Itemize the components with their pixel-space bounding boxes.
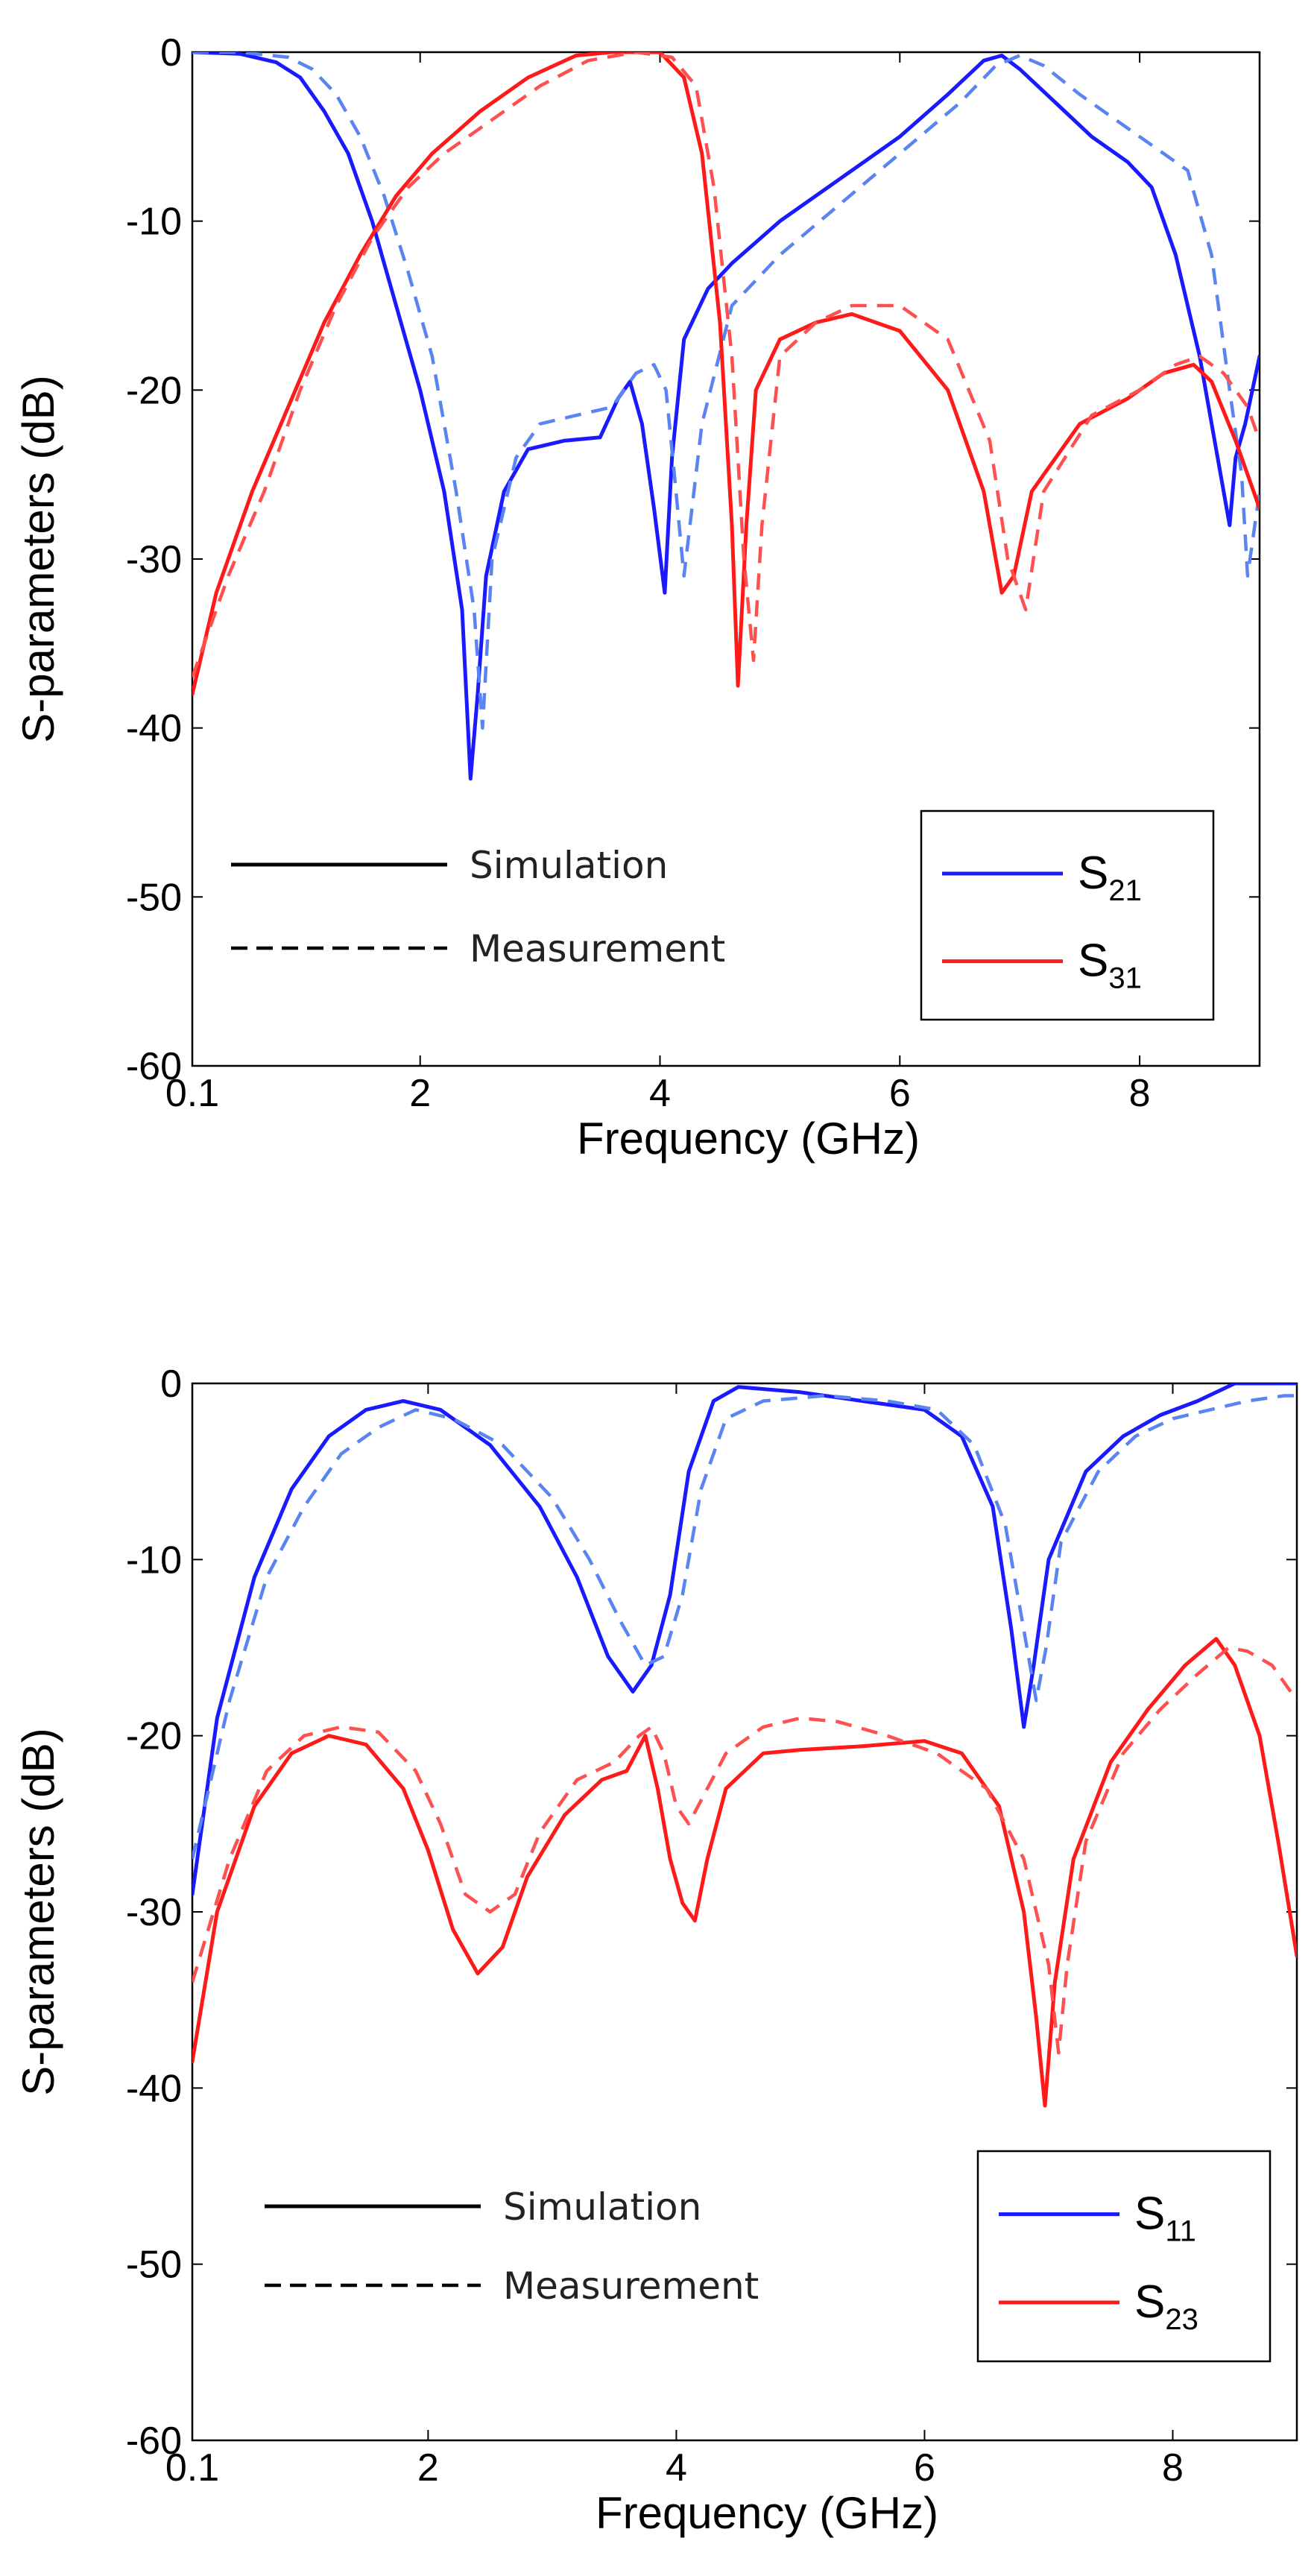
legend-measurement-label: Measurement bbox=[503, 2264, 759, 2308]
x-axis-title: Frequency (GHz) bbox=[577, 1114, 920, 1164]
x-tick-label: 0.1 bbox=[165, 2446, 219, 2490]
y-tick-label: 0 bbox=[160, 1363, 182, 1406]
series-line-s31-measurement bbox=[192, 52, 1260, 678]
chart-top: 0 -10 -20 -30 -40 -50 -60 0.1 2 4 6 8 Frequency (GHz… bbox=[13, 31, 1261, 1164]
y-tick-label: -30 bbox=[126, 1891, 182, 1934]
x-tick-label: 4 bbox=[649, 1072, 671, 1115]
series-line-s31-simulation bbox=[192, 52, 1260, 696]
chart-bottom: 0 -10 -20 -30 -40 -50 -60 0.1 2 4 6 8 Frequency (GHz… bbox=[0, 1288, 1314, 2576]
legend-simulation-label: Simulation bbox=[470, 844, 668, 887]
series-line-s11-simulation bbox=[192, 1383, 1297, 1896]
chart-svg: 0 -10 -20 -30 -40 -50 -600.1 2 4 6 8 Frequency (GHz… bbox=[13, 31, 1261, 1164]
legend-entry-label: S31 bbox=[1078, 935, 1142, 995]
y-tick-label: -50 bbox=[126, 876, 182, 919]
y-tick-label: -40 bbox=[126, 2067, 182, 2110]
series-line-s23-measurement bbox=[192, 1646, 1297, 2055]
y-tick-label: 0 bbox=[160, 31, 182, 75]
legend-box bbox=[920, 809, 1215, 1021]
legend-simulation-label: Simulation bbox=[503, 2185, 701, 2229]
y-tick-label: -20 bbox=[126, 369, 182, 412]
x-tick-label: 2 bbox=[417, 2446, 439, 2490]
legend-measurement-label: Measurement bbox=[470, 927, 725, 970]
x-tick-label: 6 bbox=[889, 1072, 911, 1115]
chart-svg: 0 -10 -20 -30 -40 -50 -600.1 2 4 6 8 Frequency (GHz… bbox=[13, 1363, 1298, 2538]
y-tick-label: -60 bbox=[126, 2419, 182, 2463]
y-tick-label: -50 bbox=[126, 2244, 182, 2287]
y-axis-title: S-parameters (dB) bbox=[13, 1728, 63, 2095]
y-tick-label: -30 bbox=[126, 538, 182, 581]
x-tick-label: 4 bbox=[666, 2446, 687, 2490]
y-tick-label: -60 bbox=[126, 1045, 182, 1088]
y-tick-label: -10 bbox=[126, 1538, 182, 1582]
x-tick-label: 8 bbox=[1129, 1072, 1151, 1115]
series-line-s21-measurement bbox=[192, 52, 1260, 730]
y-tick-label: -20 bbox=[126, 1715, 182, 1758]
series-line-s23-simulation bbox=[192, 1637, 1297, 2108]
y-tick-label: -10 bbox=[126, 201, 182, 244]
x-axis-title: Frequency (GHz) bbox=[596, 2488, 938, 2538]
y-axis-title: S-parameters (dB) bbox=[13, 375, 63, 742]
series-line-s21-simulation bbox=[192, 52, 1260, 781]
x-tick-label: 6 bbox=[914, 2446, 935, 2490]
x-tick-label: 2 bbox=[409, 1072, 431, 1115]
x-tick-label: 0.1 bbox=[165, 1072, 219, 1115]
series-line-s11-measurement bbox=[192, 1394, 1297, 1860]
x-tick-label: 8 bbox=[1162, 2446, 1184, 2490]
y-tick-label: -40 bbox=[126, 707, 182, 751]
legend-box bbox=[976, 2150, 1272, 2363]
